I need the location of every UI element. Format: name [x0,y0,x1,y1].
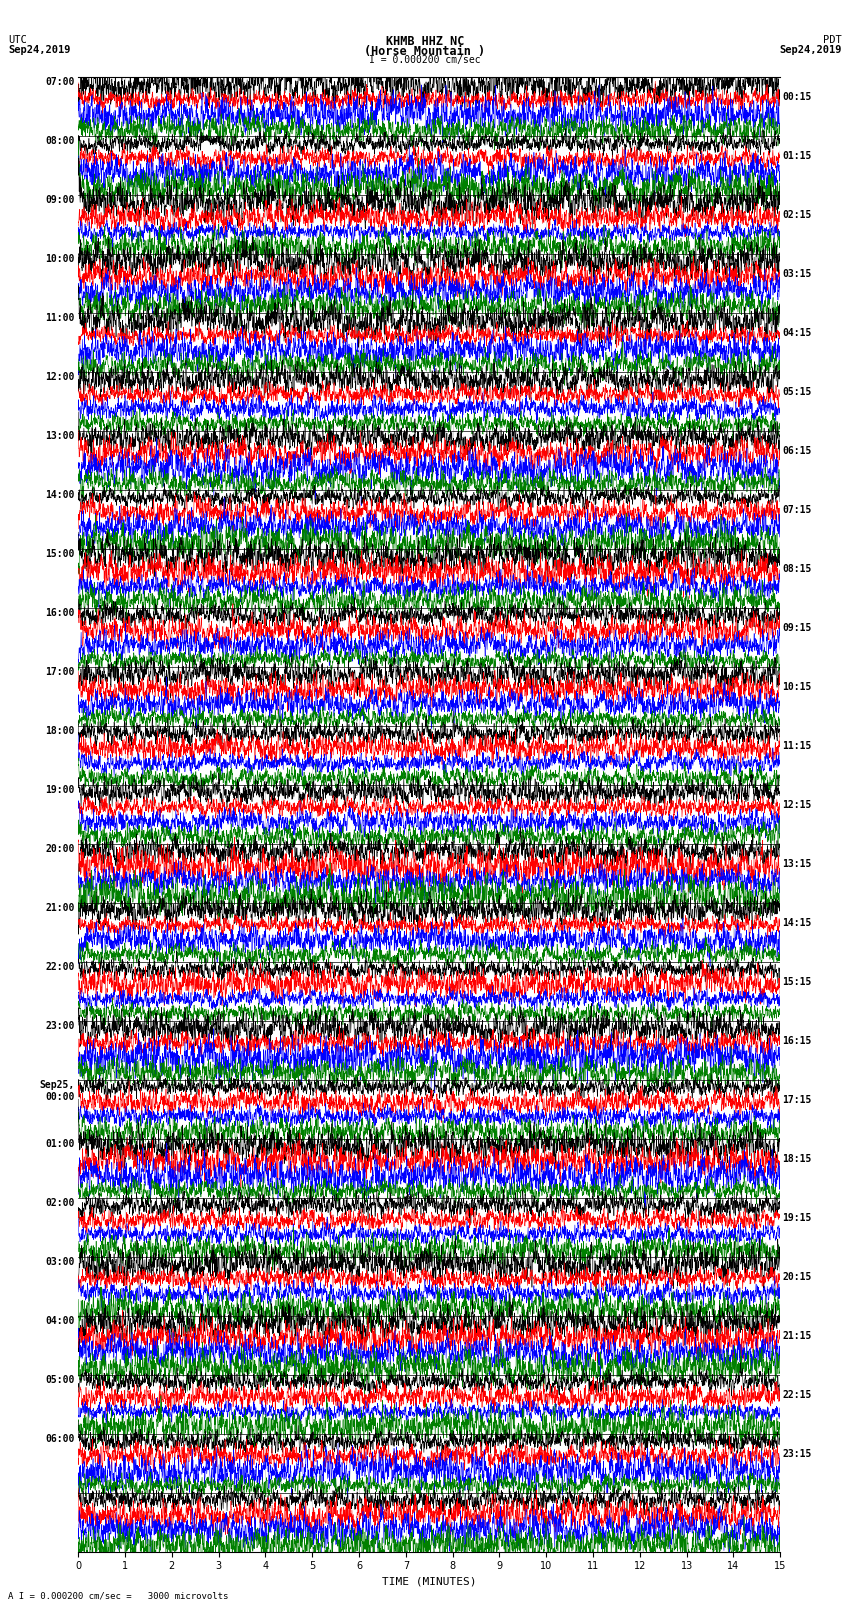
Text: 01:15: 01:15 [782,152,812,161]
Text: 15:00: 15:00 [45,548,75,560]
Text: 05:00: 05:00 [45,1374,75,1386]
Text: 13:15: 13:15 [782,858,812,869]
Text: Sep24,2019: Sep24,2019 [8,45,71,55]
Text: (Horse Mountain ): (Horse Mountain ) [365,45,485,58]
Text: 21:15: 21:15 [782,1331,812,1340]
Text: 10:00: 10:00 [45,255,75,265]
Text: 23:00: 23:00 [45,1021,75,1031]
Text: 11:15: 11:15 [782,740,812,750]
Text: UTC: UTC [8,35,27,45]
Text: 12:00: 12:00 [45,373,75,382]
Text: Sep24,2019: Sep24,2019 [779,45,842,55]
Text: 14:15: 14:15 [782,918,812,927]
Text: 19:15: 19:15 [782,1213,812,1223]
Text: 15:15: 15:15 [782,977,812,987]
Text: 11:00: 11:00 [45,313,75,323]
Text: 13:00: 13:00 [45,431,75,442]
Text: 09:15: 09:15 [782,623,812,632]
Text: 03:00: 03:00 [45,1257,75,1266]
Text: 09:00: 09:00 [45,195,75,205]
Text: 23:15: 23:15 [782,1448,812,1458]
Text: 06:15: 06:15 [782,447,812,456]
Text: 08:00: 08:00 [45,137,75,147]
Text: Sep25,: Sep25, [39,1081,75,1090]
Text: KHMB HHZ NC: KHMB HHZ NC [386,35,464,48]
Text: 07:15: 07:15 [782,505,812,515]
Text: 16:00: 16:00 [45,608,75,618]
Text: 04:00: 04:00 [45,1316,75,1326]
Text: PDT: PDT [823,35,842,45]
Text: 20:00: 20:00 [45,844,75,853]
Text: I = 0.000200 cm/sec: I = 0.000200 cm/sec [369,55,481,65]
Text: 00:00: 00:00 [45,1092,75,1102]
Text: 06:00: 06:00 [45,1434,75,1444]
Text: 01:00: 01:00 [45,1139,75,1148]
Text: 19:00: 19:00 [45,786,75,795]
Text: 21:00: 21:00 [45,903,75,913]
Text: 22:00: 22:00 [45,961,75,973]
Text: 12:15: 12:15 [782,800,812,810]
Text: 02:00: 02:00 [45,1198,75,1208]
Text: 14:00: 14:00 [45,490,75,500]
Text: 10:15: 10:15 [782,682,812,692]
Text: 17:15: 17:15 [782,1095,812,1105]
X-axis label: TIME (MINUTES): TIME (MINUTES) [382,1578,477,1587]
Text: 22:15: 22:15 [782,1389,812,1400]
Text: 03:15: 03:15 [782,269,812,279]
Text: A I = 0.000200 cm/sec =   3000 microvolts: A I = 0.000200 cm/sec = 3000 microvolts [8,1590,229,1600]
Text: 05:15: 05:15 [782,387,812,397]
Text: 16:15: 16:15 [782,1036,812,1045]
Text: 07:00: 07:00 [45,77,75,87]
Text: 02:15: 02:15 [782,210,812,219]
Text: 20:15: 20:15 [782,1271,812,1282]
Text: 00:15: 00:15 [782,92,812,102]
Text: 17:00: 17:00 [45,668,75,677]
Text: 04:15: 04:15 [782,327,812,339]
Text: 08:15: 08:15 [782,565,812,574]
Text: 18:00: 18:00 [45,726,75,736]
Text: 18:15: 18:15 [782,1153,812,1163]
